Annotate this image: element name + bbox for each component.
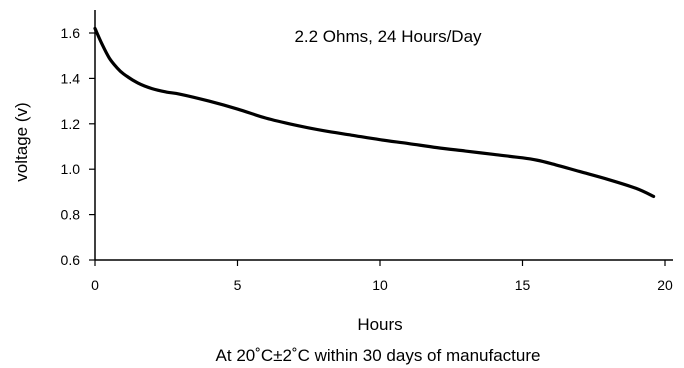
y-axis-title: voltage (v) bbox=[12, 102, 31, 181]
chart-annotation: 2.2 Ohms, 24 Hours/Day bbox=[294, 27, 482, 46]
plot-area bbox=[93, 26, 656, 199]
x-tick-label: 20 bbox=[657, 277, 673, 293]
y-tick-label: 0.8 bbox=[61, 207, 81, 223]
y-tick-label: 1.6 bbox=[61, 25, 81, 41]
x-tick-label: 15 bbox=[515, 277, 531, 293]
y-tick-label: 1.2 bbox=[61, 116, 81, 132]
chart-footnote: At 20˚C±2˚C within 30 days of manufactur… bbox=[216, 346, 541, 365]
ticks: 0.6 0.8 1.0 1.2 1.4 1.6 0 5 10 15 20 bbox=[61, 25, 673, 293]
axes bbox=[94, 10, 673, 261]
x-tick-label: 10 bbox=[372, 277, 388, 293]
y-tick-label: 0.6 bbox=[61, 252, 81, 268]
x-axis-title: Hours bbox=[357, 315, 402, 334]
y-tick-label: 1.4 bbox=[61, 70, 81, 86]
series-line bbox=[93, 26, 656, 199]
y-tick-label: 1.0 bbox=[61, 161, 81, 177]
x-tick-label: 5 bbox=[234, 277, 242, 293]
x-tick-label: 0 bbox=[91, 277, 99, 293]
